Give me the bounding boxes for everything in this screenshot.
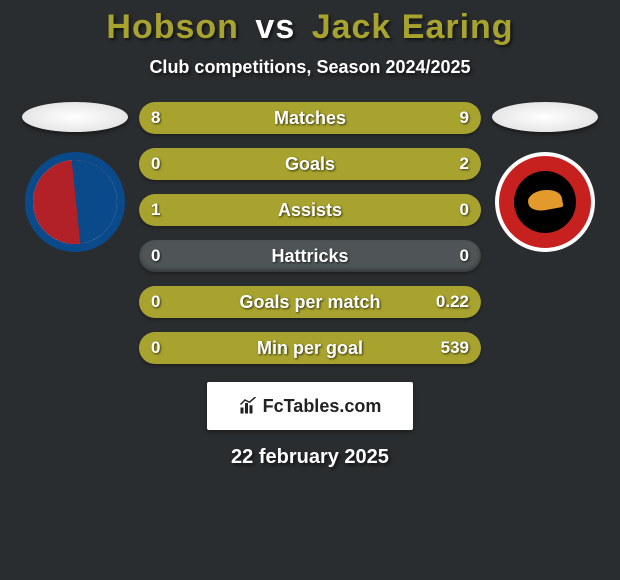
title-vs: vs	[255, 8, 295, 46]
stat-bar-value-right: 0	[460, 240, 469, 272]
stat-bar-value-right: 539	[441, 332, 469, 364]
stat-bar: Hattricks0 0	[139, 240, 481, 272]
stat-bar-value-left: 1	[151, 194, 160, 226]
stat-bar: Goals per match0 0.22	[139, 286, 481, 318]
page-title: Hobson vs Jack Earing	[0, 8, 620, 47]
stat-bar-value-left: 0	[151, 148, 160, 180]
title-player1: Hobson	[106, 8, 239, 46]
stat-bar: Assists1 0	[139, 194, 481, 226]
stat-bar: Goals0 2	[139, 148, 481, 180]
subtitle: Club competitions, Season 2024/2025	[0, 57, 620, 78]
stat-bar-value-right: 9	[460, 102, 469, 134]
stat-bar-label: Goals	[139, 148, 481, 180]
stat-bar-label: Matches	[139, 102, 481, 134]
brand-chart-icon	[239, 397, 257, 415]
stat-bar-value-left: 8	[151, 102, 160, 134]
stat-bars: Matches89Goals02Assists10Hattricks00Goal…	[135, 102, 485, 364]
stat-bar-label: Hattricks	[139, 240, 481, 272]
stat-bar-value-left: 0	[151, 332, 160, 364]
branding-badge: FcTables.com	[207, 382, 413, 430]
comparison-body: Matches89Goals02Assists10Hattricks00Goal…	[0, 102, 620, 364]
right-player-name-oval	[492, 102, 598, 132]
right-player-column	[485, 102, 605, 252]
left-club-crest-icon	[25, 152, 125, 252]
stat-bar-label: Goals per match	[139, 286, 481, 318]
stat-bar-value-right: 0	[460, 194, 469, 226]
stat-bar: Matches8 9	[139, 102, 481, 134]
left-player-column	[15, 102, 135, 252]
stat-bar-value-left: 0	[151, 240, 160, 272]
infographic-root: Hobson vs Jack Earing Club competitions,…	[0, 0, 620, 580]
left-player-name-oval	[22, 102, 128, 132]
stat-bar-value-right: 0.22	[436, 286, 469, 318]
right-club-crest-icon	[495, 152, 595, 252]
branding-text: FcTables.com	[263, 396, 382, 417]
stat-bar-label: Min per goal	[139, 332, 481, 364]
stat-bar-value-right: 2	[460, 148, 469, 180]
stat-bar-value-left: 0	[151, 286, 160, 318]
title-player2: Jack Earing	[312, 8, 514, 46]
stat-bar-label: Assists	[139, 194, 481, 226]
stat-bar: Min per goal0 539	[139, 332, 481, 364]
footer-date: 22 february 2025	[0, 446, 620, 469]
